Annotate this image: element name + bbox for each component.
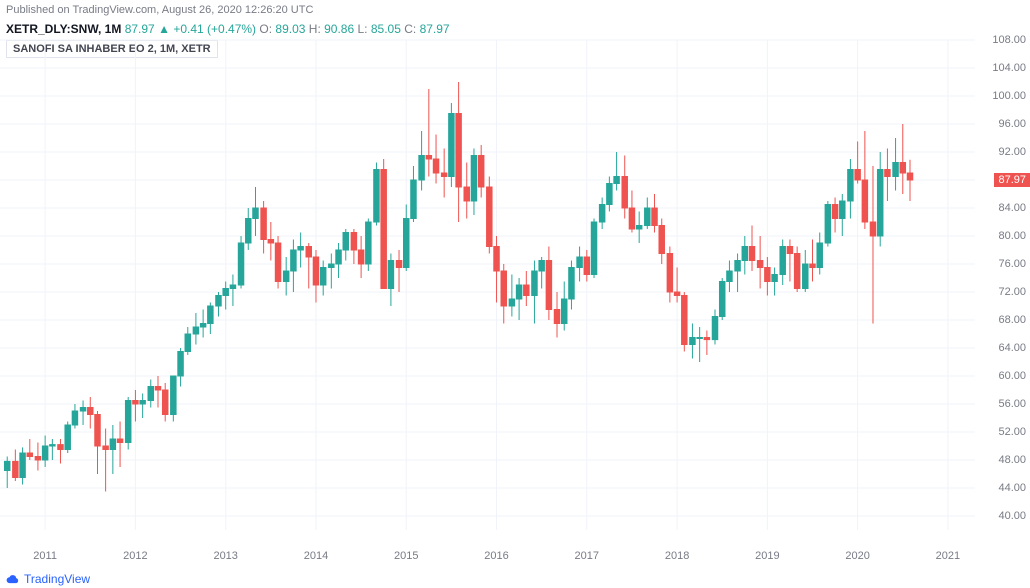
- y-tick: 40.00: [998, 510, 1026, 522]
- x-tick: 2019: [755, 550, 779, 562]
- x-tick: 2011: [33, 550, 57, 562]
- chart-container: Published on TradingView.com, August 26,…: [0, 0, 1030, 588]
- x-axis: 2011 2012 2013 2014 2015 2016 2017 2018 2019 2020…: [0, 550, 990, 566]
- x-tick: 2017: [575, 550, 599, 562]
- y-tick: 104.00: [992, 62, 1026, 74]
- cloud-icon: [6, 572, 20, 586]
- y-tick: 84.00: [998, 202, 1026, 214]
- y-tick: 100.00: [992, 90, 1026, 102]
- last-price-tag: 87.97: [994, 173, 1030, 187]
- y-tick: 68.00: [998, 314, 1026, 326]
- x-tick: 2020: [845, 550, 869, 562]
- y-tick: 108.00: [992, 34, 1026, 46]
- x-tick: 2016: [484, 550, 508, 562]
- x-tick: 2013: [213, 550, 237, 562]
- y-tick: 48.00: [998, 454, 1026, 466]
- y-tick: 52.00: [998, 426, 1026, 438]
- y-tick: 56.00: [998, 398, 1026, 410]
- x-tick: 2018: [665, 550, 689, 562]
- x-tick: 2014: [304, 550, 328, 562]
- y-tick: 64.00: [998, 342, 1026, 354]
- y-tick: 76.00: [998, 258, 1026, 270]
- y-tick: 92.00: [998, 146, 1026, 158]
- x-tick: 2015: [394, 550, 418, 562]
- y-axis: 40.00 44.00 48.00 52.00 56.00 60.00 64.00 68.00…: [990, 30, 1030, 550]
- y-tick: 72.00: [998, 286, 1026, 298]
- chart-plot[interactable]: [0, 30, 990, 550]
- brand-text: TradingView: [24, 572, 90, 586]
- y-tick: 44.00: [998, 482, 1026, 494]
- x-tick: 2012: [123, 550, 147, 562]
- publish-line: Published on TradingView.com, August 26,…: [6, 4, 313, 16]
- y-tick: 96.00: [998, 118, 1026, 130]
- x-tick: 2021: [936, 550, 960, 562]
- tradingview-logo[interactable]: TradingView: [6, 572, 90, 586]
- y-tick: 80.00: [998, 230, 1026, 242]
- y-tick: 60.00: [998, 370, 1026, 382]
